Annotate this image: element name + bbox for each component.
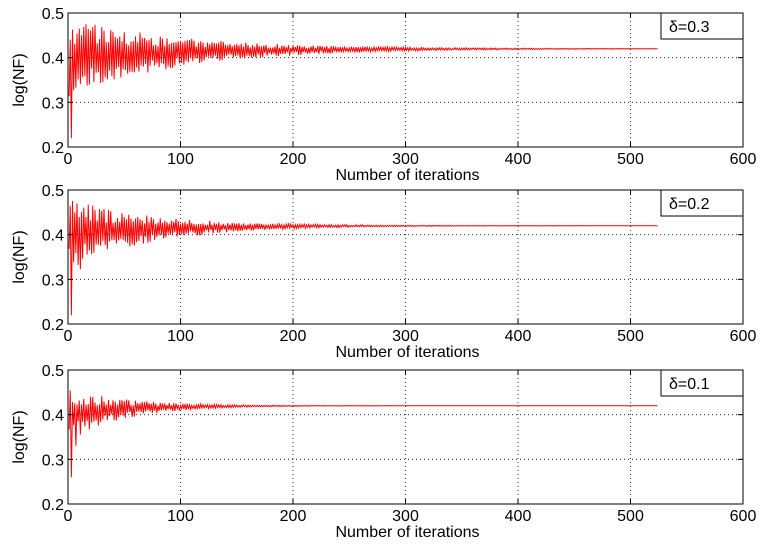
chart-panel-1: 0 100 200 300 400 500 600 0.2 0.3 0.4 0.5 Number of… <box>11 6 756 184</box>
x-tick-label: 200 <box>280 151 307 168</box>
x-tick-label: 200 <box>280 508 307 525</box>
x-tick-label: 200 <box>280 328 307 345</box>
x-tick-label: 100 <box>167 508 194 525</box>
y-tick-label: 0.5 <box>42 363 64 380</box>
x-tick-label: 400 <box>505 328 532 345</box>
y-tick-label: 0.4 <box>42 51 64 68</box>
x-tick-label: 600 <box>730 508 757 525</box>
y-axis-label: log(NF) <box>11 230 28 283</box>
x-tick-label: 500 <box>617 328 644 345</box>
data-line <box>68 200 658 316</box>
y-tick-label: 0.2 <box>42 497 64 514</box>
legend-label: δ=0.2 <box>669 196 710 213</box>
y-tick-label: 0.4 <box>42 228 64 245</box>
y-tick-label: 0.3 <box>42 95 64 112</box>
y-tick-label: 0.2 <box>42 140 64 157</box>
x-tick-label: 400 <box>505 508 532 525</box>
x-tick-label: 0 <box>64 508 73 525</box>
x-axis-label: Number of iterations <box>335 524 479 541</box>
x-axis-label: Number of iterations <box>335 167 479 184</box>
y-tick-label: 0.5 <box>42 183 64 200</box>
legend-box <box>660 189 744 217</box>
legend-box <box>660 369 744 397</box>
y-tick-label: 0.3 <box>42 452 64 469</box>
x-tick-label: 600 <box>730 328 757 345</box>
x-tick-label: 300 <box>392 151 419 168</box>
x-tick-label: 0 <box>64 328 73 345</box>
data-line <box>68 390 658 478</box>
x-tick-label: 100 <box>167 151 194 168</box>
x-tick-label: 500 <box>617 151 644 168</box>
y-tick-label: 0.4 <box>42 408 64 425</box>
y-axis-label: log(NF) <box>11 53 28 106</box>
x-tick-label: 600 <box>730 151 757 168</box>
legend-label: δ=0.3 <box>669 19 710 36</box>
legend-label: δ=0.1 <box>669 376 710 393</box>
x-tick-label: 0 <box>64 151 73 168</box>
legend-box <box>660 12 744 40</box>
y-tick-label: 0.5 <box>42 6 64 23</box>
x-tick-label: 300 <box>392 328 419 345</box>
data-line <box>68 24 658 139</box>
x-axis-label: Number of iterations <box>335 344 479 361</box>
x-tick-label: 500 <box>617 508 644 525</box>
chart-panel-3: 0 100 200 300 400 500 600 0.2 0.3 0.4 0.5 Number of… <box>11 363 756 541</box>
x-tick-label: 100 <box>167 328 194 345</box>
chart-panel-2: 0 100 200 300 400 500 600 0.2 0.3 0.4 0.5 Number of… <box>11 183 756 361</box>
y-axis-label: log(NF) <box>11 410 28 463</box>
x-tick-label: 300 <box>392 508 419 525</box>
x-tick-label: 400 <box>505 151 532 168</box>
y-tick-label: 0.3 <box>42 272 64 289</box>
y-tick-label: 0.2 <box>42 317 64 334</box>
